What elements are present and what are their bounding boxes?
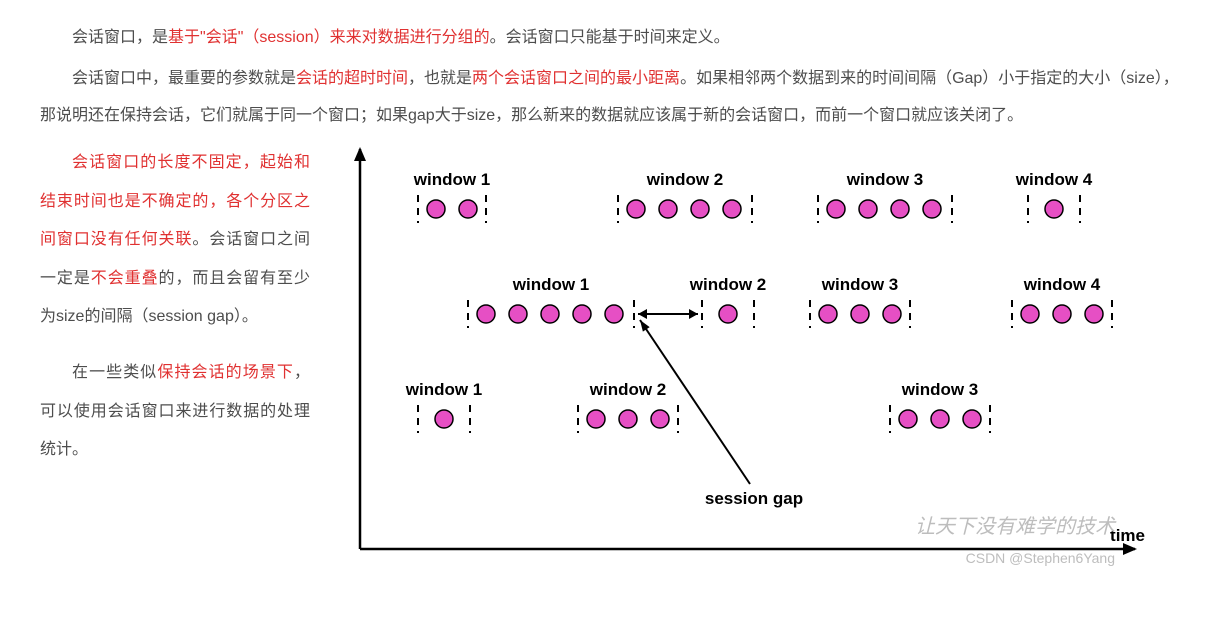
event-dot — [923, 200, 941, 218]
text-run: 会话窗口，是 — [72, 29, 168, 46]
paragraph: 在一些类似保持会话的场景下，可以使用会话窗口来进行数据的处理统计。 — [40, 354, 310, 469]
text-run: 不会重叠 — [91, 270, 159, 287]
text-run: 会话的超时时间 — [296, 70, 408, 87]
text-run: 基于"会话"（session）来来对数据进行分组的 — [168, 29, 490, 46]
event-dot — [587, 410, 605, 428]
paragraph: 会话窗口的长度不固定，起始和结束时间也是不确定的，各个分区之间窗口没有任何关联。… — [40, 144, 310, 336]
event-dot — [691, 200, 709, 218]
session-gap-pointer — [640, 320, 750, 484]
event-dot — [819, 305, 837, 323]
event-dot — [719, 305, 737, 323]
event-dot — [1045, 200, 1063, 218]
event-dot — [1053, 305, 1071, 323]
event-dot — [459, 200, 477, 218]
session-gap-label: session gap — [705, 489, 803, 508]
text-run: 在一些类似 — [72, 364, 157, 381]
event-dot — [899, 410, 917, 428]
text-run: ，也就是 — [408, 70, 472, 87]
window-label: window 4 — [1023, 275, 1101, 294]
text-run: 会话窗口中，最重要的参数就是 — [72, 70, 296, 87]
watermark-author: CSDN @Stephen6Yang — [966, 550, 1115, 566]
window-label: window 2 — [589, 380, 667, 399]
event-dot — [859, 200, 877, 218]
event-dot — [427, 200, 445, 218]
event-dot — [723, 200, 741, 218]
event-dot — [1021, 305, 1039, 323]
event-dot — [435, 410, 453, 428]
axis-label-time: time — [1110, 526, 1145, 545]
event-dot — [627, 200, 645, 218]
window-label: window 3 — [821, 275, 899, 294]
event-dot — [573, 305, 591, 323]
watermark: 让天下没有难学的技术 — [915, 516, 1117, 538]
event-dot — [541, 305, 559, 323]
event-dot — [827, 200, 845, 218]
window-label: window 2 — [689, 275, 767, 294]
text-run: 两个会话窗口之间的最小距离 — [472, 70, 680, 87]
window-label: window 1 — [512, 275, 590, 294]
text-run: 。会话窗口只能基于时间来定义。 — [490, 29, 730, 46]
event-dot — [619, 410, 637, 428]
window-label: window 3 — [901, 380, 979, 399]
event-dot — [963, 410, 981, 428]
window-label: window 3 — [846, 170, 924, 189]
event-dot — [851, 305, 869, 323]
event-dot — [659, 200, 677, 218]
text-run: 保持会话的场景下 — [157, 364, 294, 381]
event-dot — [1085, 305, 1103, 323]
event-dot — [883, 305, 901, 323]
window-label: window 4 — [1015, 170, 1093, 189]
event-dot — [605, 305, 623, 323]
event-dot — [509, 305, 527, 323]
session-window-diagram: timeuser 1window 1window 2window 3window… — [330, 144, 1179, 574]
paragraph: 会话窗口中，最重要的参数就是会话的超时时间，也就是两个会话窗口之间的最小距离。如… — [40, 61, 1179, 135]
event-dot — [931, 410, 949, 428]
paragraph: 会话窗口，是基于"会话"（session）来来对数据进行分组的。会话窗口只能基于… — [40, 20, 1179, 57]
event-dot — [477, 305, 495, 323]
window-label: window 1 — [405, 380, 483, 399]
event-dot — [891, 200, 909, 218]
window-label: window 2 — [646, 170, 724, 189]
window-label: window 1 — [413, 170, 491, 189]
event-dot — [651, 410, 669, 428]
